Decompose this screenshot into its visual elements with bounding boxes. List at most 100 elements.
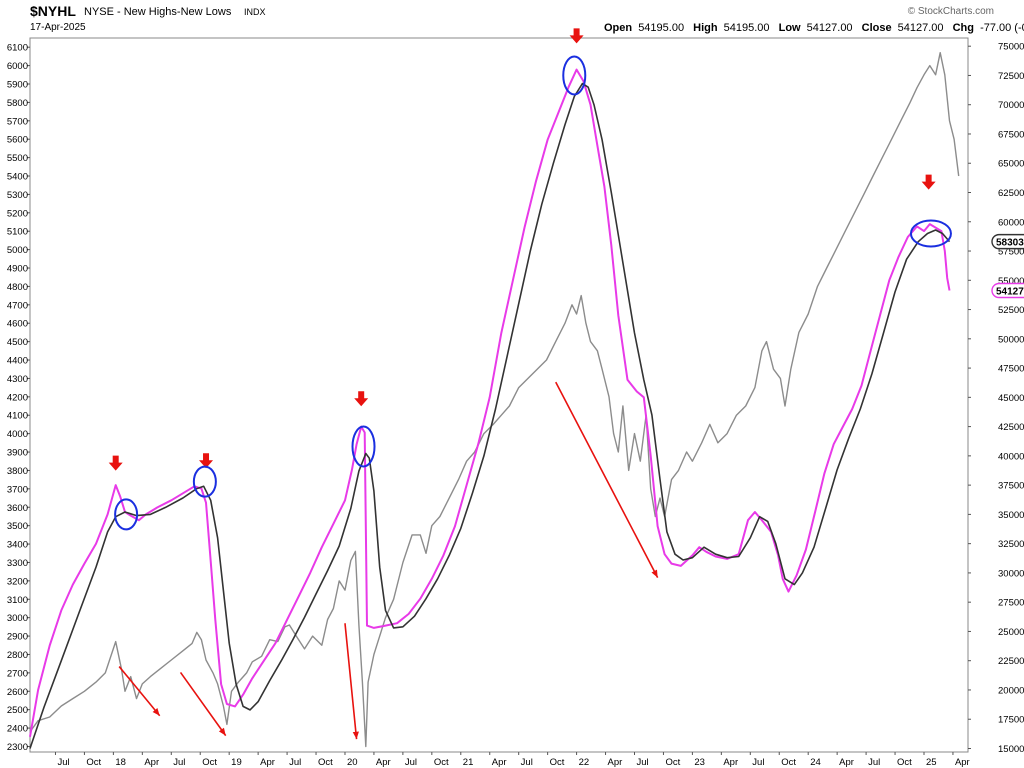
x-tick-label: Jul	[173, 757, 185, 768]
left-tick-label: 3600	[7, 503, 28, 514]
chart-header: $NYHL NYSE - New Highs-New Lows INDX 17-…	[30, 3, 1024, 34]
left-tick-label: 2700	[7, 668, 28, 679]
symbol-label: $NYHL	[30, 3, 76, 19]
right-tick-label: 40000	[998, 451, 1024, 462]
right-tick-label: 67500	[998, 129, 1024, 140]
left-tick-label: 4900	[7, 264, 28, 275]
down-arrow-marker	[354, 391, 369, 407]
right-tick-label: 52500	[998, 305, 1024, 316]
left-tick-label: 4300	[7, 374, 28, 385]
left-tick-label: 3500	[7, 521, 28, 532]
x-tick-label: Jul	[57, 757, 69, 768]
low-label: Low	[779, 22, 801, 34]
trend-arrow-head	[152, 708, 160, 716]
right-tick-label: 45000	[998, 393, 1024, 404]
down-arrow-marker	[199, 453, 214, 469]
left-tick-label: 5800	[7, 98, 28, 109]
left-tick-label: 3400	[7, 540, 28, 551]
left-tick-label: 3900	[7, 448, 28, 459]
trend-arrow-line	[555, 381, 659, 578]
right-tick-label: 60000	[998, 217, 1024, 228]
current-value-box	[991, 233, 1024, 250]
x-tick-label: Oct	[202, 757, 217, 768]
left-tick-label: 2300	[7, 742, 28, 753]
right-tick-label: 57500	[998, 247, 1024, 258]
left-tick-label: 5300	[7, 190, 28, 201]
close-label: Close	[862, 22, 892, 34]
right-tick-label: 30000	[998, 568, 1024, 579]
right-tick-label: 37500	[998, 481, 1024, 492]
right-tick-label: 70000	[998, 100, 1024, 111]
left-tick-label: 5500	[7, 153, 28, 164]
x-tick-label: Apr	[492, 757, 507, 768]
axes-layer: 2300 2400 2500 2600 2700 2800 2900 3000 3100 3200…	[7, 42, 1024, 768]
close-value: 54127.00	[898, 22, 944, 34]
left-tick-label: 4600	[7, 319, 28, 330]
down-arrow-marker	[921, 174, 936, 190]
trend-arrow-head	[218, 727, 226, 736]
left-tick-label: 3300	[7, 558, 28, 569]
x-tick-label: Jul	[752, 757, 764, 768]
exchange-name: NYSE - New Highs-New Lows	[84, 6, 232, 18]
left-tick-label: 4100	[7, 411, 28, 422]
down-arrow-marker	[108, 455, 123, 471]
left-tick-label: 2400	[7, 724, 28, 735]
right-tick-label: 20000	[998, 685, 1024, 696]
left-tick-label: 5000	[7, 245, 28, 256]
right-tick-label: 15000	[998, 744, 1024, 755]
x-tick-label: Jul	[405, 757, 417, 768]
right-tick-label: 17500	[998, 715, 1024, 726]
right-tick-label: 25000	[998, 627, 1024, 638]
chg-value: -77.00 (-0.14%)	[980, 22, 1024, 34]
x-tick-label: 20	[347, 757, 358, 768]
open-label: Open	[604, 22, 632, 34]
down-arrow-marker	[569, 28, 584, 44]
x-tick-label: Oct	[665, 757, 680, 768]
highlight-circle	[114, 498, 139, 531]
series-layer	[29, 52, 960, 749]
x-tick-label: Oct	[897, 757, 912, 768]
left-tick-label: 4200	[7, 392, 28, 403]
trend-arrow-line	[344, 623, 358, 740]
open-value: 54195.00	[638, 22, 684, 34]
x-tick-label: Apr	[955, 757, 970, 768]
left-tick-label: 4700	[7, 300, 28, 311]
current-value-marker-0: 58303	[991, 233, 1024, 250]
x-tick-label: Oct	[550, 757, 565, 768]
x-tick-label: Jul	[521, 757, 533, 768]
x-tick-label: Apr	[144, 757, 159, 768]
chart-date: 17-Apr-2025	[30, 22, 86, 33]
right-tick-label: 47500	[998, 364, 1024, 375]
low-value: 54127.00	[807, 22, 853, 34]
right-tick-label: 50000	[998, 334, 1024, 345]
left-tick-label: 5700	[7, 116, 28, 127]
x-tick-label: 22	[579, 757, 590, 768]
trend-arrow-line	[118, 666, 161, 717]
left-tick-label: 2800	[7, 650, 28, 661]
left-tick-label: 4400	[7, 356, 28, 367]
left-tick-label: 3700	[7, 484, 28, 495]
annotation-layer	[108, 28, 952, 740]
x-tick-label: Oct	[86, 757, 101, 768]
chg-label: Chg	[953, 22, 974, 34]
index-tag: INDX	[244, 7, 266, 17]
left-tick-label: 5400	[7, 172, 28, 183]
left-tick-label: 2900	[7, 632, 28, 643]
right-tick-label: 27500	[998, 598, 1024, 609]
high-label: High	[693, 22, 718, 34]
right-tick-label: 55000	[998, 276, 1024, 287]
high-value: 54195.00	[724, 22, 770, 34]
current-value-marker-1: 54127.	[991, 282, 1024, 299]
x-tick-label: 21	[463, 757, 474, 768]
x-tick-label: Oct	[434, 757, 449, 768]
left-tick-label: 2600	[7, 687, 28, 698]
trend-arrow-line	[179, 671, 227, 737]
right-tick-label: 65000	[998, 159, 1024, 170]
x-tick-label: Apr	[839, 757, 854, 768]
copyright-label: © StockCharts.com	[908, 6, 994, 17]
current-value-text: 58303	[996, 238, 1024, 249]
ohlc-readout: Open 54195.00 High 54195.00 Low 54127.00…	[604, 22, 1024, 34]
plot-border	[29, 37, 969, 753]
right-tick-label: 42500	[998, 422, 1024, 433]
highlight-circle	[909, 219, 952, 248]
